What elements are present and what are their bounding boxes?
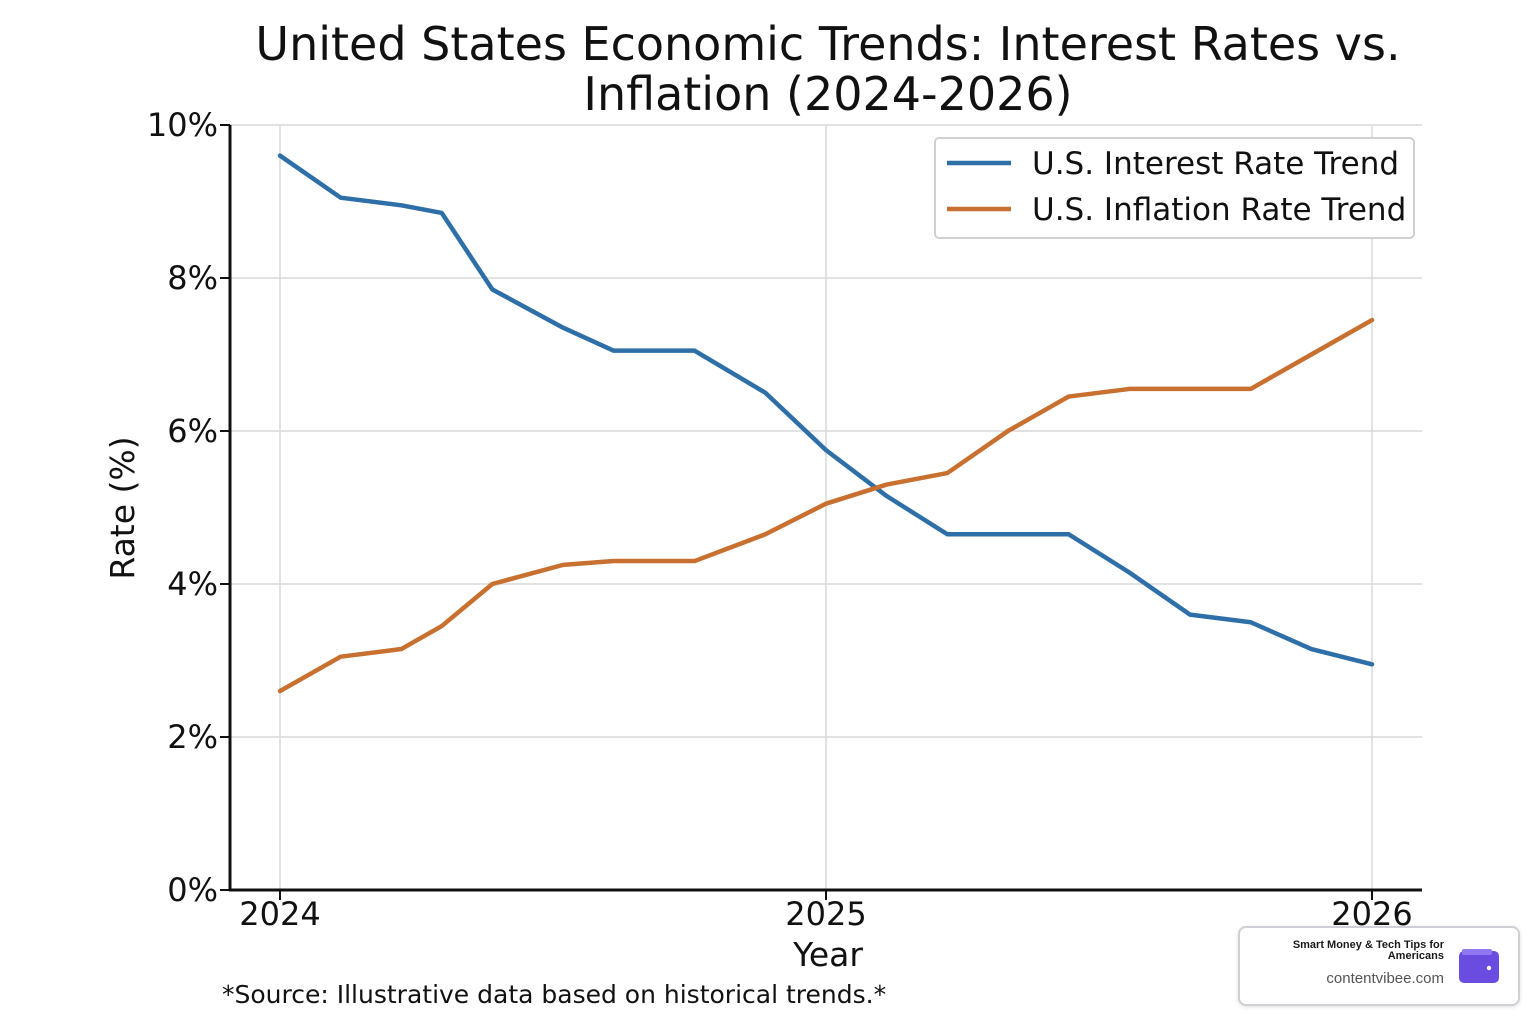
x-tick-label: 2024 <box>239 895 320 933</box>
chart-title-line-1: United States Economic Trends: Interest … <box>255 17 1400 71</box>
y-tick-label: 0% <box>167 871 218 909</box>
y-tick-label: 8% <box>167 259 218 297</box>
y-tick-label: 4% <box>167 565 218 603</box>
x-tick-label: 2025 <box>785 895 866 933</box>
badge-tagline: Smart Money & Tech Tips for Americans <box>1292 939 1444 962</box>
wallet-icon <box>1459 949 1499 983</box>
y-axis-label: Rate (%) <box>103 436 142 579</box>
badge-domain[interactable]: contentvibee.com <box>1326 970 1444 987</box>
legend-box <box>934 137 1415 239</box>
wallet-clasp <box>1486 965 1492 971</box>
y-tick-label: 2% <box>167 718 218 756</box>
chart-title: United States Economic Trends: Interest … <box>255 17 1400 121</box>
wallet-flap <box>1462 949 1492 955</box>
series-lines <box>277 153 1375 694</box>
axes <box>220 124 1422 900</box>
wallet-body <box>1459 951 1499 983</box>
x-axis-label: Year <box>792 935 863 974</box>
grid <box>230 124 1422 891</box>
legend: U.S. Interest Rate Trend U.S. Inflation R… <box>934 137 1415 239</box>
chart-title-line-2: Inflation (2024-2026) <box>583 67 1072 121</box>
y-tick-label: 10% <box>147 106 218 144</box>
site-badge[interactable]: Smart Money & Tech Tips for Americans co… <box>1238 926 1520 1006</box>
y-tick-label: 6% <box>167 412 218 450</box>
legend-entry-label: U.S. Inflation Rate Trend <box>1032 192 1406 228</box>
legend-entry-label: U.S. Interest Rate Trend <box>1032 146 1399 182</box>
source-note: *Source: Illustrative data based on hist… <box>222 980 886 1009</box>
